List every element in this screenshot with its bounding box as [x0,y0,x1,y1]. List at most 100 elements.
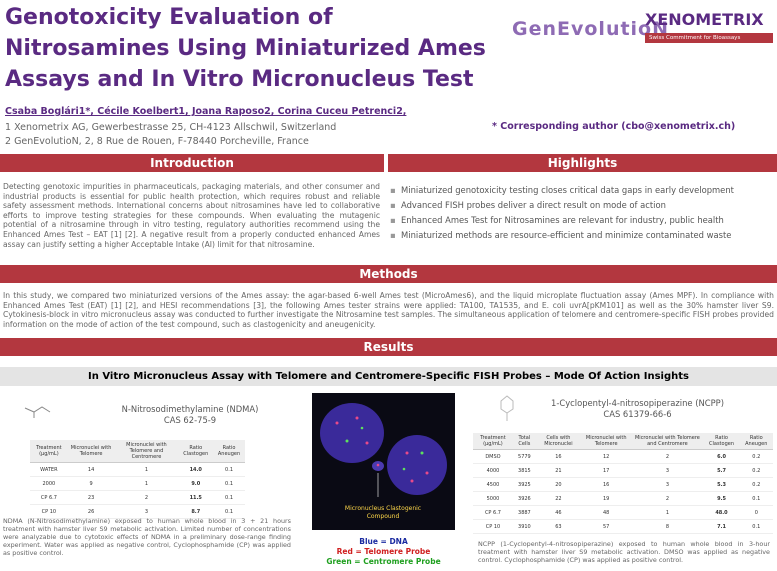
column-header: Micronuclei with Telomere and Centromere [631,433,704,450]
table-cell: 3 [631,477,704,492]
legend-entry: Green = Centromere Probe [326,557,441,566]
table-cell: 0.1 [213,476,245,491]
table-cell: 23 [67,490,115,505]
highlight-text: Enhanced Ames Test for Nitrosamines are … [401,215,724,225]
legend-entry: Red = Telomere Probe [336,547,431,556]
table-row: 2000 9 1 9.0 0.1 [30,476,245,491]
column-header: Ratio Clastogen [703,433,740,450]
image-legend: Blue = DNA Red = Telomere Probe Green = … [312,537,455,567]
column-header: Treatment (µg/mL) [473,433,513,450]
section-heading: Methods [0,265,777,283]
table-cell: 0 [739,505,773,520]
table-cell: DMSO [473,449,513,464]
compound-name: 1-Cyclopentyl-4-nitrosopiperazine (NCPP) [551,398,724,408]
table-cell: 16 [535,449,581,464]
table-cell: 0.1 [739,519,773,534]
table-cell: 2000 [30,476,68,491]
column-header: Ratio Clastogen [178,440,214,463]
table-row: 5000 3926 22 19 2 9.5 0.1 [473,491,773,506]
authors: Csaba Boglári1*, Cécile Koelbert1, Joana… [5,106,407,117]
table-cell: 4500 [473,477,513,492]
table-cell: 1 [631,505,704,520]
logo-genevolution: GenEvolutioN [512,18,670,40]
column-header: Micronuclei with Telomere [580,433,632,450]
table-row: CP 6.7 23 2 11.5 0.1 [30,490,245,505]
highlight-text: Advanced FISH probes deliver a direct re… [401,200,666,210]
table-cell: 4000 [473,463,513,478]
table-row: DMSO 5779 16 12 2 6.0 0.2 [473,449,773,464]
table-cell: 6.0 [703,449,740,464]
table-cell: 14.0 [178,462,214,477]
table-cell: 3910 [512,519,536,534]
highlights-list: ▪ Miniaturized genotoxicity testing clos… [390,183,775,243]
table-cell: 5779 [512,449,536,464]
table-cell: 2 [631,491,704,506]
data-table: Treatment (µg/mL) Micronuclei with Telome… [30,440,245,519]
table-cell: 0.2 [739,463,773,478]
molecule-icon [500,395,514,421]
table-container: Treatment (µg/mL) Total Cells Cells with M… [473,433,773,534]
logo-xenometrix: XENOMETRIX Swiss Commitment for Bioassay… [645,10,773,43]
table-row: WATER 14 1 14.0 0.1 [30,462,245,477]
table-cell: 5.3 [703,477,740,492]
table-cell: 5.7 [703,463,740,478]
table-cell: 9.5 [703,491,740,506]
table-cell: 3926 [512,491,536,506]
legend-entry: Blue = DNA [359,537,408,546]
table-cell: 3 [631,463,704,478]
table-cell: 17 [580,463,632,478]
table-row: 4500 3925 20 16 3 5.3 0.2 [473,477,773,492]
column-header: Micronuclei with Telomere and Centromere [114,440,179,463]
bullet: ▪ [390,200,402,210]
title: Genotoxicity Evaluation of Nitrosamines … [5,2,486,95]
title-line: Genotoxicity Evaluation of [5,5,333,30]
methods-text: In this study, we compared two miniaturi… [3,291,774,329]
table-cell: CP 6.7 [473,505,513,520]
header-row: Treatment (µg/mL) Total Cells Cells with M… [473,433,773,450]
logo-tagline: Swiss Commitment for Bioassays [645,33,773,43]
title-line: Assays and In Vitro Micronucleus Test [5,67,474,92]
header-row: Treatment (µg/mL) Micronuclei with Telome… [30,440,245,463]
column-header: Cells with Micronuclei [535,433,581,450]
table-cell: 5000 [473,491,513,506]
molecule-icon [24,406,51,418]
table-cell: 12 [580,449,632,464]
corresponding-author: * Corresponding author (cbo@xenometrix.c… [492,121,736,132]
table-cell: 48 [580,505,632,520]
table-cell: 20 [535,477,581,492]
column-header: Total Cells [512,433,536,450]
table-cell: 19 [580,491,632,506]
table-cell: 21 [535,463,581,478]
table-row: 4000 3815 21 17 3 5.7 0.2 [473,463,773,478]
table-cell: 8 [631,519,704,534]
affiliations: 1 Xenometrix AG, Gewerbestrasse 25, CH-4… [5,121,336,149]
title-line: Nitrosamines Using Miniaturized Ames [5,36,486,61]
table-cell: 0.1 [739,491,773,506]
table-cell: 7.1 [703,519,740,534]
table-row: CP 10 3910 63 57 8 7.1 0.1 [473,519,773,534]
table-cell: 46 [535,505,581,520]
table-cell: 0.1 [213,462,245,477]
table-container: Treatment (µg/mL) Micronuclei with Telome… [30,440,245,519]
caption: NCPP (1-Cyclopentyl-4-nitrosopiperazine)… [478,540,770,564]
table-cell: 48.0 [703,505,740,520]
compound-cas: CAS 61379-66-6 [603,409,672,419]
table-cell: CP 10 [30,504,68,519]
compound-name: N-Nitrosodimethylamine (NDMA) [121,404,259,414]
affiliation: 1 Xenometrix AG, Gewerbestrasse 25, CH-4… [5,122,337,133]
compound-title: 1-Cyclopentyl-4-nitrosopiperazine (NCPP)… [505,398,770,420]
image-label: Micronucleus Clastogenic Compound [344,505,422,520]
table-cell: 16 [580,477,632,492]
table-cell: CP 6.7 [30,490,68,505]
table-cell: 1 [114,462,179,477]
fish-image [312,393,455,530]
highlight-item: ▪ Enhanced Ames Test for Nitrosamines ar… [390,213,775,228]
table-cell: 57 [580,519,632,534]
table-row: CP 10 26 3 8.7 0.1 [30,504,245,519]
table-cell: 14 [67,462,115,477]
table-cell: 11.5 [178,490,214,505]
table-cell: CP 10 [473,519,513,534]
logo-text: XENOMETRIX [645,10,764,29]
column-header: Micronuclei with Telomere [67,440,115,463]
